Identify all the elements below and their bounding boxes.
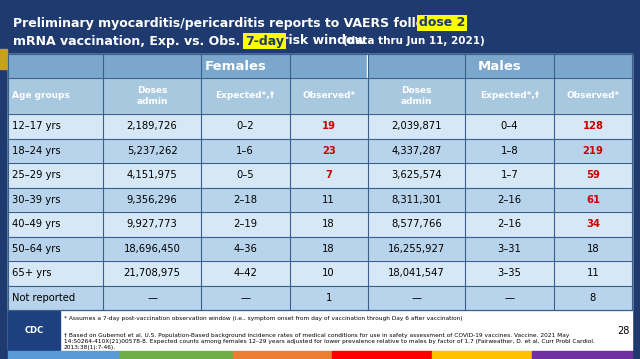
- Text: Males: Males: [478, 60, 522, 73]
- Text: 50–64 yrs: 50–64 yrs: [12, 244, 61, 254]
- Text: 11: 11: [587, 268, 600, 278]
- Bar: [8, 139, 632, 163]
- Text: 23: 23: [322, 146, 335, 156]
- Text: 7: 7: [325, 170, 332, 180]
- Bar: [8, 187, 632, 212]
- Bar: [8, 163, 632, 187]
- Text: 34: 34: [586, 219, 600, 229]
- Text: 18–24 yrs: 18–24 yrs: [12, 146, 61, 156]
- Bar: [333, 351, 433, 359]
- Text: 1: 1: [326, 293, 332, 303]
- Bar: [532, 351, 632, 359]
- Text: 21,708,975: 21,708,975: [124, 268, 180, 278]
- Text: 25–29 yrs: 25–29 yrs: [12, 170, 61, 180]
- Text: —: —: [504, 293, 515, 303]
- Text: 128: 128: [582, 121, 604, 131]
- Bar: [8, 78, 632, 114]
- Text: 2–16: 2–16: [497, 219, 522, 229]
- Text: Doses
admin: Doses admin: [136, 86, 168, 106]
- Text: 11: 11: [323, 195, 335, 205]
- Text: 18: 18: [323, 219, 335, 229]
- Bar: [8, 311, 60, 350]
- Text: 16,255,927: 16,255,927: [388, 244, 445, 254]
- Text: 2,039,871: 2,039,871: [391, 121, 442, 131]
- Text: 1–6: 1–6: [236, 146, 254, 156]
- Text: 2–18: 2–18: [233, 195, 257, 205]
- Bar: [233, 351, 333, 359]
- Text: 19: 19: [322, 121, 335, 131]
- Text: 0–5: 0–5: [236, 170, 254, 180]
- Text: 59: 59: [586, 170, 600, 180]
- Text: 8,577,766: 8,577,766: [391, 219, 442, 229]
- Text: * Assumes a 7-day post-vaccination observation window (i.e., symptom onset from : * Assumes a 7-day post-vaccination obser…: [64, 316, 463, 321]
- Text: —: —: [147, 293, 157, 303]
- Text: 7-day: 7-day: [245, 34, 284, 47]
- Bar: [0, 49, 7, 69]
- Text: Age groups: Age groups: [12, 92, 70, 101]
- Bar: [8, 212, 632, 237]
- Text: 4,337,287: 4,337,287: [391, 146, 442, 156]
- Text: 4–42: 4–42: [234, 268, 257, 278]
- Text: 18: 18: [323, 244, 335, 254]
- Text: 2,189,726: 2,189,726: [127, 121, 177, 131]
- Bar: [8, 310, 632, 350]
- Text: Doses
admin: Doses admin: [401, 86, 432, 106]
- Bar: [8, 261, 632, 285]
- Text: Not reported: Not reported: [12, 293, 76, 303]
- Text: 3–35: 3–35: [498, 268, 522, 278]
- Text: 219: 219: [582, 146, 604, 156]
- Text: mRNA vaccination, Exp. vs. Obs. using: mRNA vaccination, Exp. vs. Obs. using: [13, 34, 287, 47]
- Text: 1–7: 1–7: [500, 170, 518, 180]
- Bar: [433, 351, 532, 359]
- Bar: [8, 54, 632, 310]
- Text: (data thru Jun 11, 2021): (data thru Jun 11, 2021): [343, 36, 484, 46]
- Text: 65+ yrs: 65+ yrs: [12, 268, 51, 278]
- Text: 61: 61: [586, 195, 600, 205]
- Text: 4–36: 4–36: [234, 244, 257, 254]
- Text: 4,151,975: 4,151,975: [127, 170, 177, 180]
- Text: 3,625,574: 3,625,574: [391, 170, 442, 180]
- Text: 18,041,547: 18,041,547: [388, 268, 445, 278]
- Text: 40–49 yrs: 40–49 yrs: [12, 219, 61, 229]
- Text: 12–17 yrs: 12–17 yrs: [12, 121, 61, 131]
- Text: 10: 10: [323, 268, 335, 278]
- Text: 30–39 yrs: 30–39 yrs: [12, 195, 61, 205]
- Text: —: —: [240, 293, 250, 303]
- Text: Females: Females: [205, 60, 266, 73]
- Bar: [8, 114, 632, 139]
- Text: 2–16: 2–16: [497, 195, 522, 205]
- Text: risk window: risk window: [278, 34, 371, 47]
- Bar: [8, 351, 120, 359]
- Text: CDC: CDC: [24, 326, 44, 335]
- Text: 9,356,296: 9,356,296: [127, 195, 177, 205]
- Text: 0–2: 0–2: [236, 121, 254, 131]
- Text: 5,237,262: 5,237,262: [127, 146, 177, 156]
- Text: 3–31: 3–31: [498, 244, 522, 254]
- Bar: [0, 0, 7, 359]
- Text: Preliminary myocarditis/pericarditis reports to VAERS following: Preliminary myocarditis/pericarditis rep…: [13, 17, 462, 29]
- Text: Expected*,†: Expected*,†: [480, 92, 540, 101]
- Text: 1–8: 1–8: [500, 146, 518, 156]
- Text: 8: 8: [590, 293, 596, 303]
- Text: 8,311,301: 8,311,301: [391, 195, 442, 205]
- Text: 0–4: 0–4: [501, 121, 518, 131]
- Bar: [8, 237, 632, 261]
- Text: —: —: [412, 293, 421, 303]
- Text: dose 2: dose 2: [419, 17, 465, 29]
- Bar: [8, 54, 632, 78]
- Text: † Based on Gubernot et al. U.S. Population-Based background incidence rates of m: † Based on Gubernot et al. U.S. Populati…: [64, 334, 595, 350]
- Text: 18,696,450: 18,696,450: [124, 244, 180, 254]
- Bar: [120, 351, 233, 359]
- Bar: [8, 285, 632, 310]
- Text: Observed*: Observed*: [302, 92, 355, 101]
- Text: Observed*: Observed*: [566, 92, 620, 101]
- Text: Expected*,†: Expected*,†: [216, 92, 275, 101]
- Text: 2–19: 2–19: [233, 219, 257, 229]
- Text: 18: 18: [587, 244, 599, 254]
- Text: 9,927,773: 9,927,773: [127, 219, 177, 229]
- Text: 28: 28: [618, 326, 630, 336]
